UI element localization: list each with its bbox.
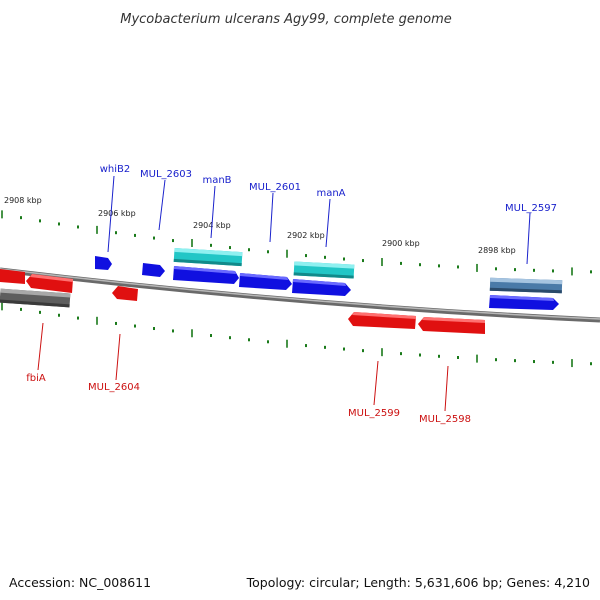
gene-label-MUL_2598[interactable]: MUL_2598 bbox=[419, 414, 471, 425]
genome-backbone bbox=[0, 267, 600, 323]
top-leader-lines bbox=[107, 175, 531, 265]
gene-label-MUL_2601[interactable]: MUL_2601 bbox=[249, 182, 301, 193]
leader-manB bbox=[210, 185, 216, 239]
cds-MUL_2603[interactable] bbox=[142, 263, 165, 277]
forward-cds-track bbox=[95, 256, 559, 310]
scale-label-2908: 2908 kbp bbox=[4, 196, 42, 205]
cds-left-edge[interactable] bbox=[0, 269, 25, 284]
gene-label-fbiA[interactable]: fbiA bbox=[26, 373, 46, 384]
leader-manA bbox=[325, 198, 331, 248]
bottom-leader-lines bbox=[37, 322, 449, 412]
accession-text: Accession: NC_008611 bbox=[9, 575, 151, 590]
gene-label-manB[interactable]: manB bbox=[202, 175, 231, 186]
feature-MUL_2597-steel[interactable] bbox=[489, 277, 563, 294]
reverse-cds-track bbox=[0, 269, 485, 334]
leader-whiB2 bbox=[107, 175, 115, 253]
leader-MUL_2599 bbox=[373, 360, 379, 406]
feature-manA[interactable] bbox=[293, 261, 355, 279]
genome-backbone-highlight bbox=[0, 268, 600, 320]
cds-MUL_2604[interactable] bbox=[112, 286, 138, 301]
gene-label-manA[interactable]: manA bbox=[316, 188, 345, 199]
leader-MUL_2598 bbox=[444, 365, 449, 412]
gene-label-MUL_2603[interactable]: MUL_2603 bbox=[140, 169, 192, 180]
inner-tick-track bbox=[1, 302, 592, 368]
feature-fbiA-gray[interactable] bbox=[0, 288, 71, 308]
gene-label-whiB2[interactable]: whiB2 bbox=[100, 164, 131, 175]
leader-fbiA bbox=[37, 322, 44, 371]
feature-manB[interactable] bbox=[173, 247, 243, 267]
leader-MUL_2601 bbox=[269, 192, 274, 243]
gene-label-MUL_2597[interactable]: MUL_2597 bbox=[505, 203, 557, 214]
map-title: Mycobacterium ulcerans Agy99, complete g… bbox=[120, 12, 452, 27]
gene-label-MUL_2604[interactable]: MUL_2604 bbox=[88, 382, 140, 393]
outer-tick-track bbox=[1, 210, 592, 276]
cds-whiB2[interactable] bbox=[95, 256, 112, 270]
scale-label-2898: 2898 kbp bbox=[478, 246, 516, 255]
leader-MUL_2603 bbox=[158, 179, 166, 231]
scale-label-2900: 2900 kbp bbox=[382, 239, 420, 248]
scale-label-2902: 2902 kbp bbox=[287, 231, 325, 240]
leader-MUL_2597 bbox=[526, 212, 531, 265]
topology-summary: Topology: circular; Length: 5,631,606 bp… bbox=[246, 575, 590, 590]
gene-label-MUL_2599[interactable]: MUL_2599 bbox=[348, 408, 400, 419]
leader-MUL_2604 bbox=[115, 333, 121, 381]
scale-label-2906: 2906 kbp bbox=[98, 209, 136, 218]
